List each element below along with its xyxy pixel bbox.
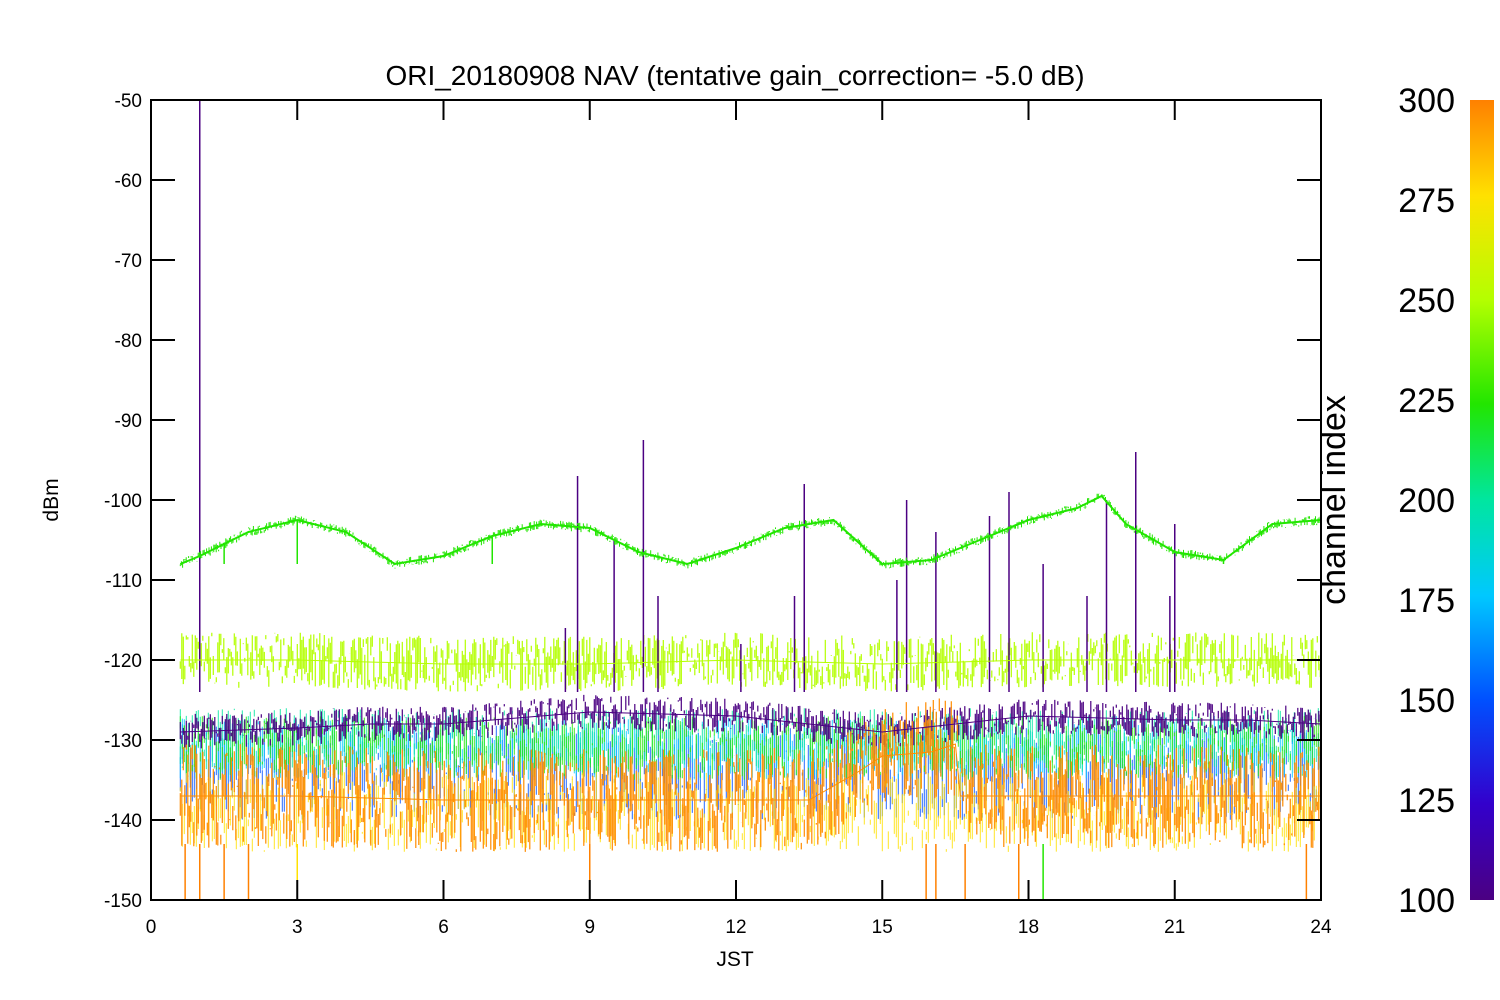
- colorbar-tick-label: 300: [1398, 82, 1455, 120]
- y-tick-label: -100: [104, 491, 142, 512]
- colorbar-tick-label: 175: [1398, 582, 1455, 620]
- x-axis-label: JST: [716, 948, 754, 971]
- x-tick-label: 18: [1018, 917, 1039, 938]
- colorbar-tick-label: 150: [1398, 682, 1455, 720]
- colorbar-tick-label: 100: [1398, 882, 1455, 920]
- series-line-110: [180, 711, 1321, 733]
- plot-area: [179, 100, 1321, 900]
- y-tick-label: -80: [115, 331, 142, 352]
- noise-bands: [179, 100, 1321, 900]
- x-tick-label: 3: [292, 917, 303, 938]
- y-tick-label: -90: [115, 411, 142, 432]
- series-line-240: [179, 494, 1321, 566]
- colorbar-label: channel index: [1315, 395, 1353, 605]
- y-tick-label: -110: [105, 571, 142, 592]
- x-tick-label: 0: [146, 917, 157, 938]
- y-axis-label: dBm: [40, 478, 63, 521]
- chart-title: ORI_20180908 NAV (tentative gain_correct…: [385, 60, 1084, 91]
- x-axis: 0 3 6 9 12 15 18 21 24: [146, 100, 1332, 938]
- colorbar-ticks: 300 275 250 225 200 175 150 125 100: [1398, 82, 1455, 920]
- y-tick-label: -130: [104, 731, 142, 752]
- x-tick-label: 6: [438, 917, 449, 938]
- series-band-110: [179, 694, 1321, 749]
- y-tick-label: -140: [104, 811, 142, 832]
- y-tick-label: -70: [115, 251, 142, 272]
- series-line-265: [180, 659, 1321, 665]
- x-tick-label: 12: [725, 917, 746, 938]
- colorbar-tick-label: 250: [1398, 282, 1455, 320]
- x-tick-label: 21: [1164, 917, 1185, 938]
- y-tick-label: -60: [115, 171, 142, 192]
- x-tick-label: 9: [584, 917, 595, 938]
- colorbar-tick-label: 225: [1398, 382, 1455, 420]
- y-axis: -50 -60 -70 -80 -90 -100 -110 -120 -130 -140 -150: [104, 91, 1321, 912]
- y-tick-label: -150: [104, 891, 142, 912]
- series-line-290: [180, 743, 1321, 801]
- series-band-290: [179, 698, 1321, 852]
- colorbar-tick-label: 200: [1398, 482, 1455, 520]
- colorbar: [1470, 100, 1494, 900]
- colorbar-tick-label: 125: [1398, 782, 1455, 820]
- x-tick-label: 15: [872, 917, 893, 938]
- series-lines: [179, 493, 1321, 801]
- y-tick-label: -120: [104, 651, 142, 672]
- colorbar-tick-label: 275: [1398, 182, 1455, 220]
- series-band-265: [179, 632, 1321, 692]
- series-jitter-240: [179, 493, 1321, 569]
- y-tick-label: -50: [115, 91, 142, 112]
- x-tick-label: 24: [1310, 917, 1332, 938]
